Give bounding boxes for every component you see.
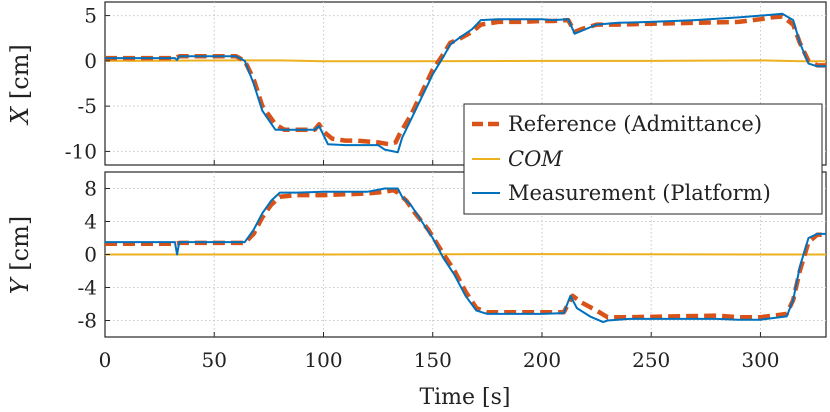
legend-label-reference: Reference (Admittance)	[508, 112, 762, 136]
x-tick-label: 150	[414, 348, 452, 372]
legend-item-reference: Reference (Admittance)	[472, 112, 762, 136]
x-series-reference-admittance	[105, 14, 826, 147]
x-tick-label: 0	[99, 348, 112, 372]
x-axis-label: X [cm]	[6, 44, 34, 126]
y-y-tick-label: -8	[78, 309, 97, 333]
x-axis-ticks: 0 50 100 150 200 250 300	[99, 348, 780, 372]
x-y-tick-label: -5	[78, 94, 97, 118]
y-y-ticks: 8 4 0 -4 -8	[78, 177, 761, 337]
y-y-tick-label: 0	[84, 243, 97, 267]
legend-item-measurement: Measurement (Platform)	[472, 181, 771, 205]
x-tick-label: 200	[523, 348, 561, 372]
legend-item-com: COM	[472, 147, 563, 171]
y-y-tick-label: 4	[84, 210, 97, 234]
y-axis-label: Y [cm]	[6, 216, 34, 294]
legend-label-com: COM	[508, 147, 563, 171]
y-series	[105, 187, 826, 324]
x-y-tick-label: -10	[65, 139, 97, 163]
x-series-measurement-platform	[105, 12, 826, 154]
y-series-reference-admittance	[105, 187, 826, 320]
x-series-com	[104, 59, 826, 63]
legend-box	[463, 103, 823, 215]
time-axis-label: Time [s]	[419, 385, 510, 410]
x-tick-label: 250	[632, 348, 670, 372]
x-y-tick-label: 0	[84, 49, 97, 73]
x-y-ticks: 5 0 -5 -10	[65, 4, 761, 165]
x-tick-label: 50	[202, 348, 227, 372]
x-series	[104, 12, 826, 154]
legend: Reference (Admittance) COM Measurement (…	[463, 103, 823, 215]
legend-label-measurement: Measurement (Platform)	[508, 181, 771, 205]
y-y-tick-label: 8	[84, 177, 97, 201]
y-y-tick-label: -4	[78, 276, 97, 300]
x-tick-label: 300	[741, 348, 779, 372]
x-y-tick-label: 5	[84, 4, 97, 28]
x-tick-label: 100	[304, 348, 342, 372]
y-series-measurement-platform	[105, 187, 826, 324]
